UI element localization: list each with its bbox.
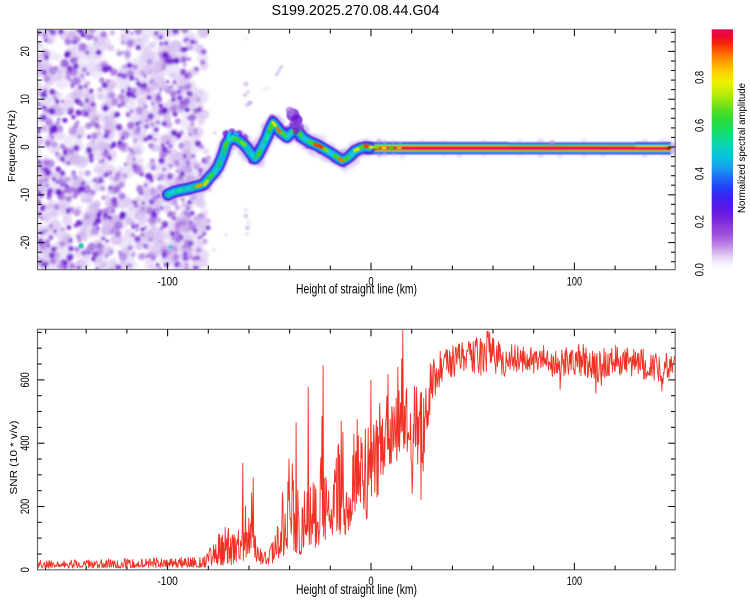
svg-text:0: 0 [20,144,32,149]
svg-text:400: 400 [20,436,32,451]
svg-text:0.4: 0.4 [695,167,707,181]
svg-text:100: 100 [567,276,582,288]
svg-text:-100: -100 [157,276,177,288]
svg-text:S199.2025.270.08.44.G04: S199.2025.270.08.44.G04 [272,2,440,19]
svg-text:20: 20 [20,46,32,56]
svg-text:-10: -10 [20,188,32,202]
svg-text:0.0: 0.0 [695,263,707,276]
svg-text:Height of straight line (km): Height of straight line (km) [296,581,417,597]
svg-text:0: 0 [20,567,32,572]
svg-text:Height of straight line (km): Height of straight line (km) [296,281,417,297]
svg-text:Normalized spectral amplitude: Normalized spectral amplitude [736,83,748,213]
svg-text:-20: -20 [20,236,32,250]
svg-text:Frequency (Hz): Frequency (Hz) [6,110,18,182]
svg-text:100: 100 [567,576,582,588]
svg-text:-100: -100 [157,576,177,588]
svg-text:0: 0 [368,276,373,288]
svg-text:10: 10 [20,94,32,104]
svg-text:SNR (10 * v/v): SNR (10 * v/v) [8,421,20,495]
svg-text:0.8: 0.8 [695,71,707,84]
svg-text:0.6: 0.6 [695,119,707,132]
svg-text:0.2: 0.2 [695,215,707,228]
svg-text:200: 200 [20,499,32,514]
svg-text:600: 600 [20,372,32,387]
svg-text:0: 0 [368,576,373,588]
